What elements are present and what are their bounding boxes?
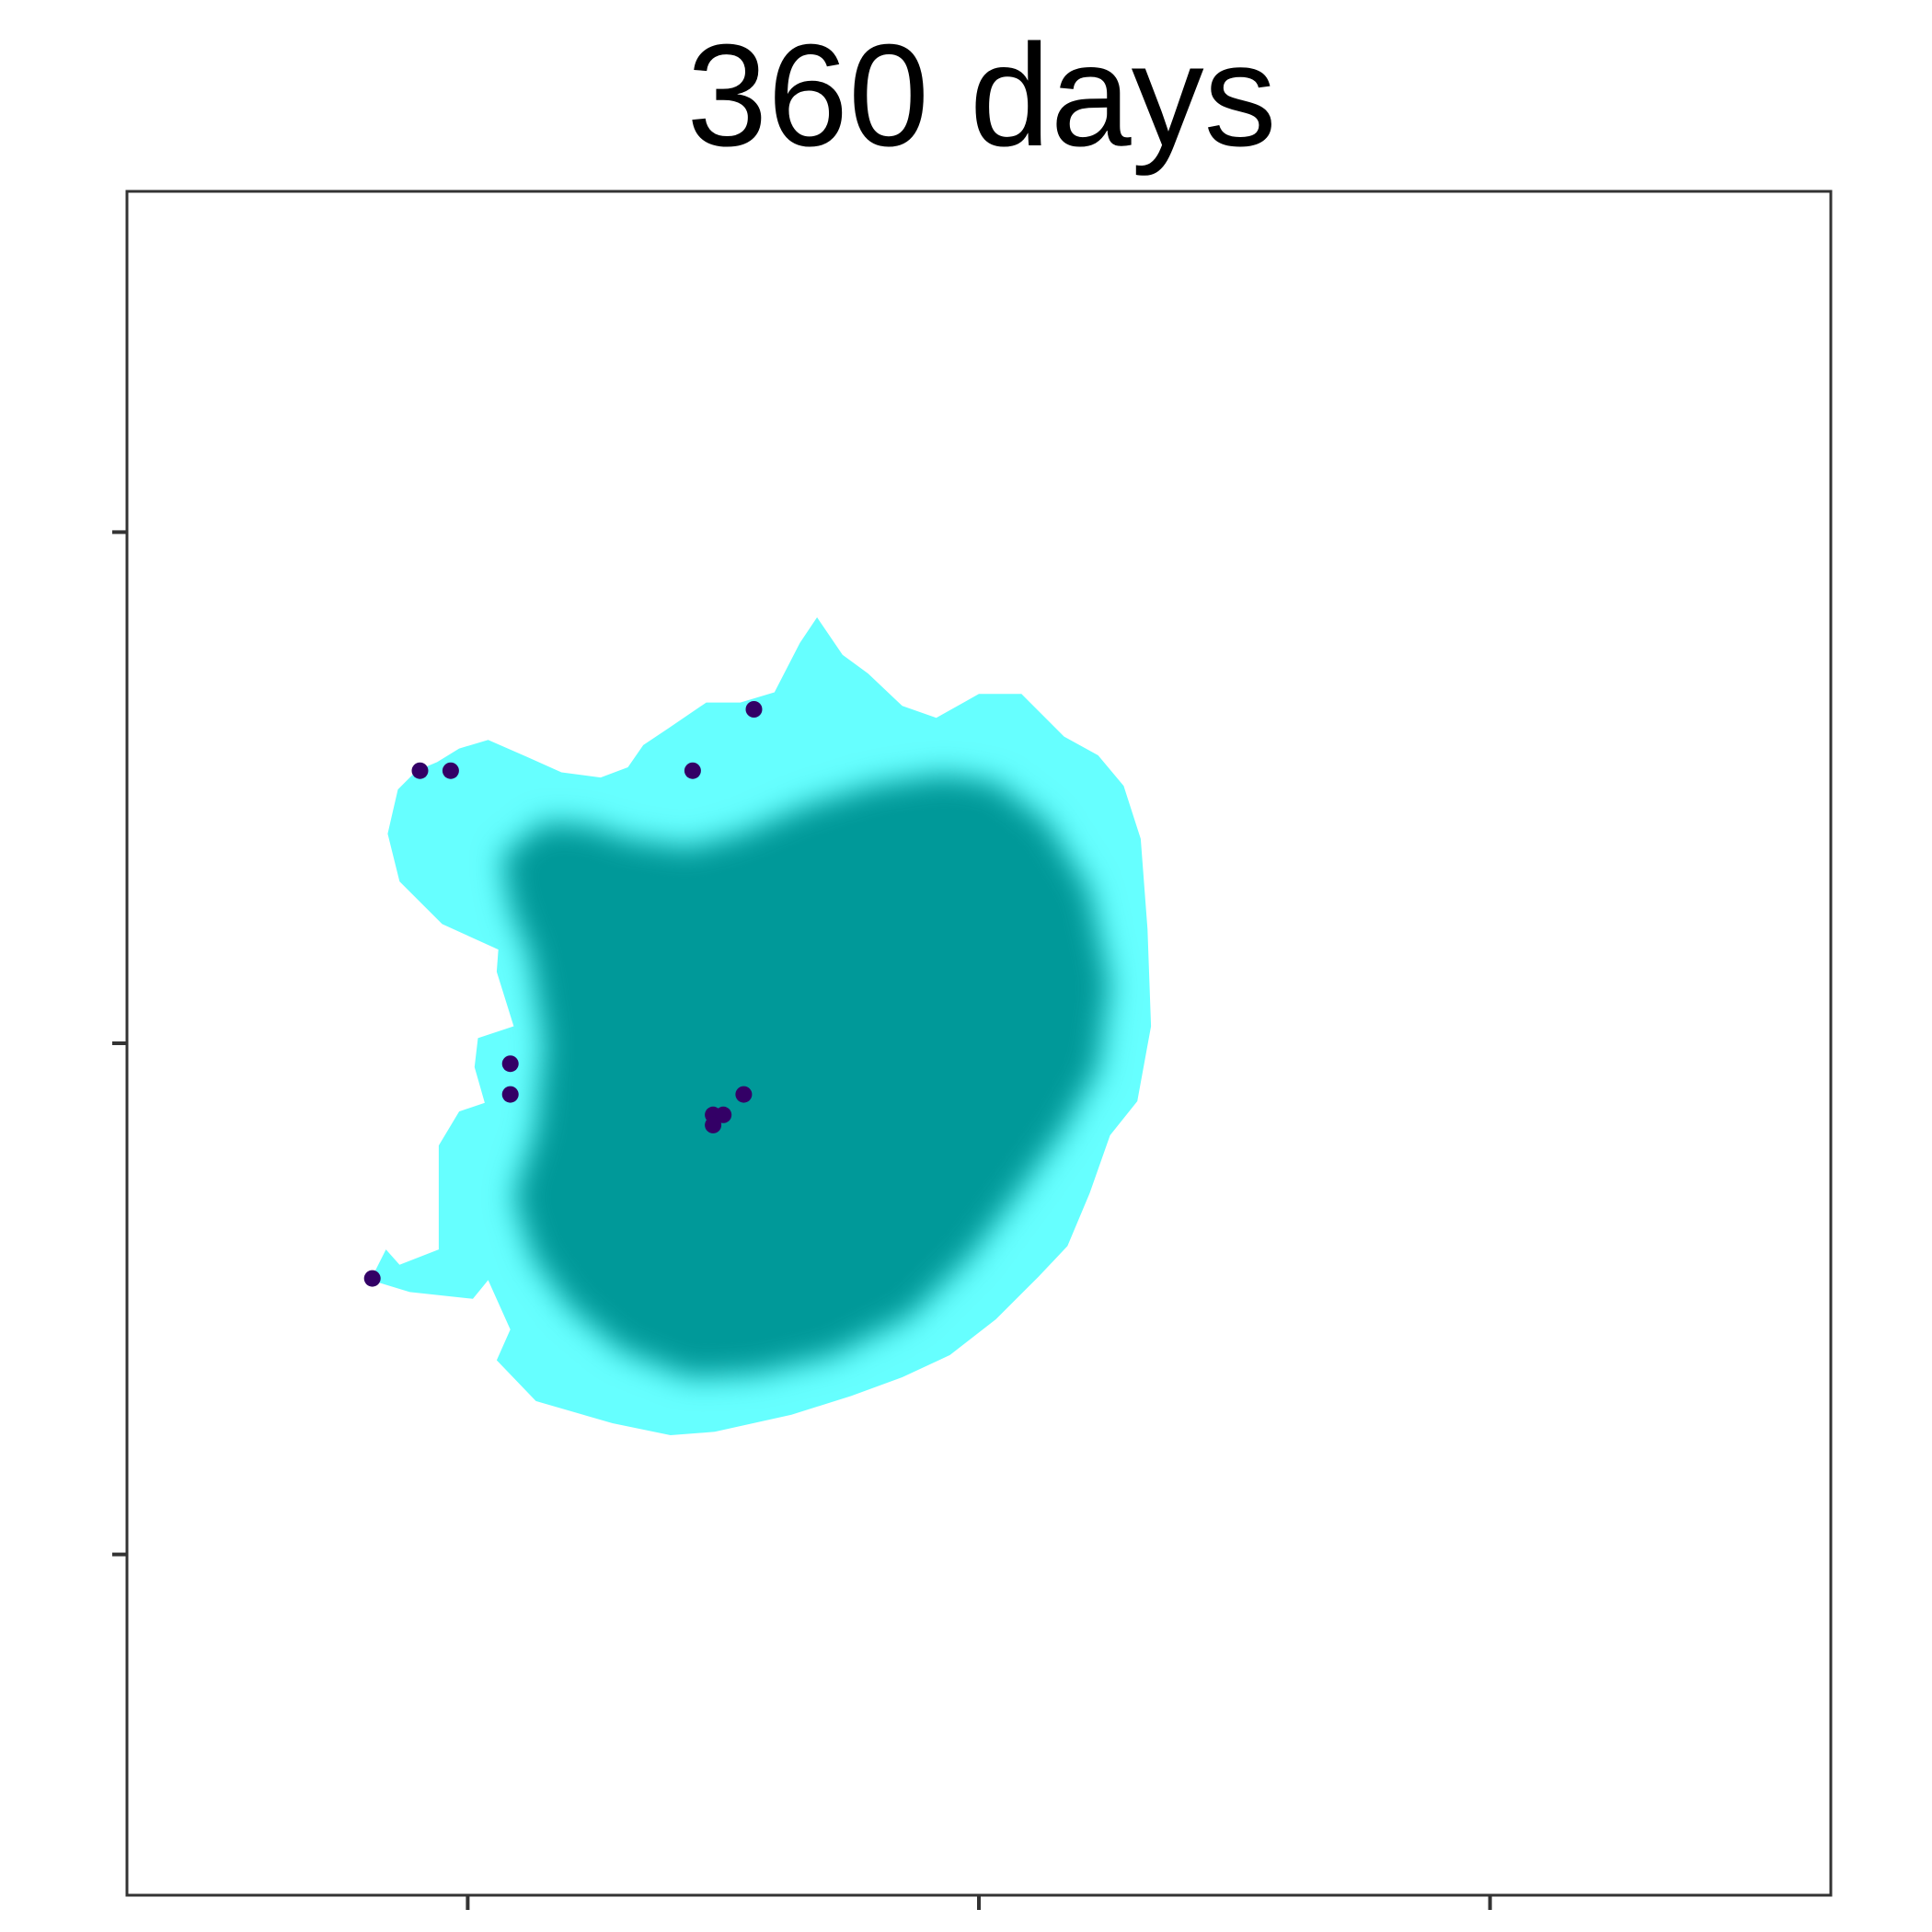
chart-title: 360 days: [686, 15, 1277, 177]
data-point-5: [501, 1086, 519, 1103]
region-core: [501, 774, 1110, 1377]
data-point-8: [715, 1106, 732, 1123]
data-point-1: [442, 762, 459, 779]
region-layer: [370, 617, 1152, 1435]
data-point-0: [411, 762, 429, 779]
data-point-2: [684, 762, 701, 779]
data-point-9: [705, 1116, 722, 1133]
data-point-6: [735, 1086, 753, 1103]
points-layer: [363, 701, 763, 1287]
data-point-4: [501, 1055, 519, 1073]
axis-ticks: [112, 530, 1492, 1910]
data-point-10: [363, 1270, 381, 1287]
data-point-3: [745, 701, 763, 718]
